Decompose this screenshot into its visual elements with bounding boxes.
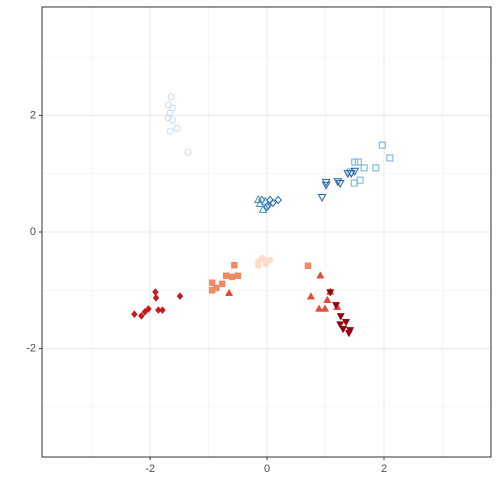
point <box>131 310 138 319</box>
point <box>260 196 270 205</box>
point <box>167 93 175 101</box>
point <box>304 262 312 270</box>
point <box>321 181 331 190</box>
point <box>173 124 181 132</box>
point <box>336 321 345 329</box>
point <box>164 114 172 122</box>
point <box>222 272 230 279</box>
x-tick-label: -2 <box>145 463 155 475</box>
point <box>218 280 226 288</box>
point <box>346 170 356 179</box>
point <box>350 179 358 187</box>
point <box>208 287 216 294</box>
point <box>234 272 242 279</box>
y-tick-label: 2 <box>30 109 36 121</box>
point <box>184 148 192 156</box>
point <box>386 154 394 162</box>
point <box>225 288 234 296</box>
point <box>336 313 345 321</box>
point <box>274 195 282 205</box>
point <box>208 279 216 286</box>
point <box>320 304 329 312</box>
point <box>145 305 152 313</box>
point <box>262 260 270 268</box>
point <box>255 262 262 270</box>
point <box>266 195 274 205</box>
point <box>350 167 360 176</box>
point <box>332 302 341 310</box>
point <box>166 127 174 135</box>
x-tick-label: 2 <box>381 463 387 475</box>
point <box>354 158 362 166</box>
point <box>138 312 145 320</box>
point <box>306 292 315 300</box>
point <box>228 273 236 281</box>
point <box>333 178 343 187</box>
panel-border <box>41 6 492 458</box>
point <box>266 256 274 264</box>
y-tick-label: 0 <box>30 226 36 238</box>
point <box>315 304 324 312</box>
point <box>263 202 271 212</box>
point <box>321 178 331 187</box>
point <box>351 158 359 166</box>
x-tick-label: 0 <box>264 463 270 475</box>
point <box>152 288 159 296</box>
point <box>372 164 380 172</box>
y-tick-label: -2 <box>26 342 36 354</box>
point <box>168 116 176 124</box>
point <box>360 164 368 172</box>
point <box>176 292 184 301</box>
point <box>231 261 238 269</box>
point <box>323 295 332 303</box>
point <box>339 326 348 334</box>
point <box>316 271 325 279</box>
point <box>346 327 355 335</box>
point <box>378 141 386 149</box>
point <box>335 180 345 189</box>
point <box>258 204 268 213</box>
point <box>317 194 327 203</box>
point <box>159 306 166 314</box>
point <box>166 109 174 117</box>
point <box>152 293 160 302</box>
point <box>326 289 335 297</box>
point <box>341 319 351 327</box>
